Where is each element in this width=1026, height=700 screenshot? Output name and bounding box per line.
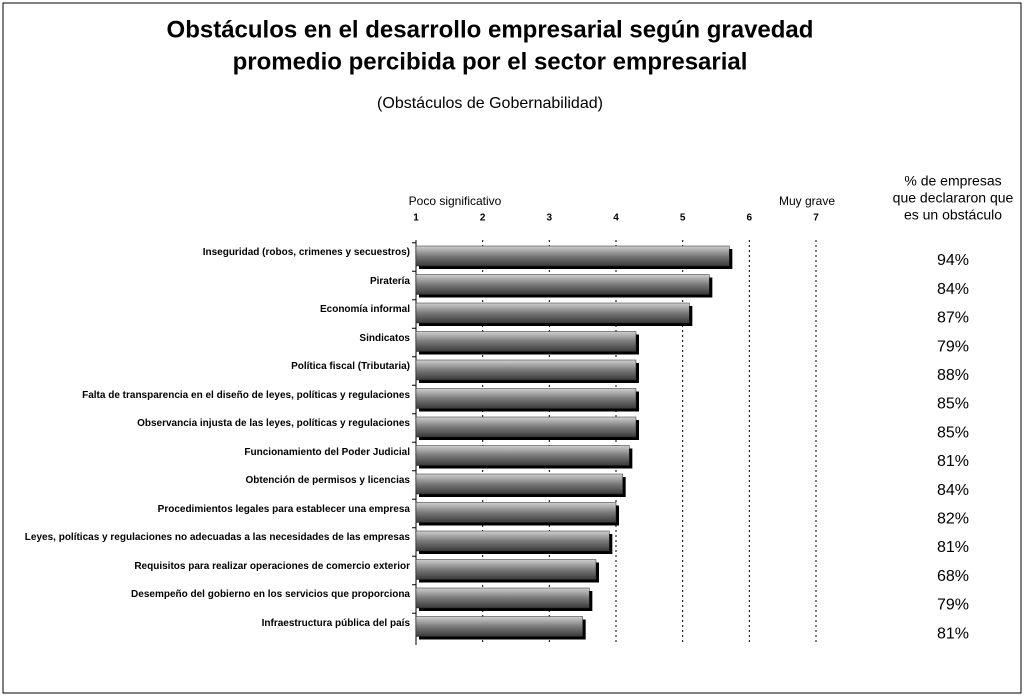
percent-label: 68% xyxy=(937,568,969,585)
percent-label: 84% xyxy=(937,281,969,298)
x-tick-label: 2 xyxy=(480,213,486,224)
bar xyxy=(415,302,690,324)
bar xyxy=(415,331,637,352)
x-tick-label: 5 xyxy=(680,213,686,224)
percent-label: 88% xyxy=(937,367,969,384)
y-tick-label: Economía informal xyxy=(319,304,410,315)
y-tick-label: Infraestructura pública del país xyxy=(261,617,410,629)
y-tick-label: Requisitos para realizar operaciones de … xyxy=(134,560,410,572)
bar xyxy=(415,502,617,523)
column-title: es un obstáculo xyxy=(904,207,1002,223)
x-tick-label: 6 xyxy=(747,213,753,224)
y-tick-label: Observancia injusta de las leyes, políti… xyxy=(137,418,410,429)
percent-label: 81% xyxy=(937,453,969,470)
bar xyxy=(415,530,610,552)
y-tick-label: Falta de transparencia en el diseño de l… xyxy=(82,389,410,401)
y-tick-label: Política fiscal (Tributaria) xyxy=(291,361,410,372)
y-tick-label: Procedimientos legales para establecer u… xyxy=(157,503,410,515)
percent-label: 85% xyxy=(937,396,969,413)
percent-label: 81% xyxy=(937,625,969,642)
annotation: Muy grave xyxy=(779,194,835,208)
x-tick-label: 3 xyxy=(547,213,553,224)
bar xyxy=(415,559,597,580)
x-tick-label: 1 xyxy=(413,213,419,224)
bar xyxy=(415,445,630,466)
bar xyxy=(415,616,583,637)
percent-label: 81% xyxy=(937,539,969,556)
percent-label: 94% xyxy=(937,252,969,269)
chart-subtitle: (Obstáculos de Gobernabilidad) xyxy=(377,95,603,112)
y-tick-label: Leyes, políticas y regulaciones no adecu… xyxy=(24,532,410,543)
chart-title: promedio percibida por el sector empresa… xyxy=(233,48,748,75)
chart-title: Obstáculos en el desarrollo empresarial … xyxy=(167,16,814,43)
bar xyxy=(415,416,637,438)
percent-label: 79% xyxy=(937,338,969,355)
bar xyxy=(415,274,710,295)
bar xyxy=(415,245,730,267)
y-tick-label: Obtención de permisos y licencias xyxy=(245,475,410,486)
percent-label: 82% xyxy=(937,511,969,528)
bar xyxy=(415,359,637,381)
percent-label: 79% xyxy=(937,597,969,614)
column-title: % de empresas xyxy=(904,173,1001,189)
bar xyxy=(415,388,637,409)
bar xyxy=(415,473,623,495)
annotation: Poco significativo xyxy=(409,194,502,208)
y-tick-label: Desempeño del gobierno en los servicios … xyxy=(131,589,410,600)
y-tick-label: Sindicatos xyxy=(359,332,410,344)
percent-label: 85% xyxy=(937,424,969,441)
column-title: que declararon que xyxy=(893,190,1014,206)
percent-label: 87% xyxy=(937,310,969,327)
percent-label: 84% xyxy=(937,482,969,499)
x-tick-label: 4 xyxy=(613,213,619,224)
x-tick-label: 7 xyxy=(813,213,819,224)
y-tick-label: Inseguridad (robos, crimenes y secuestro… xyxy=(202,247,410,258)
y-tick-label: Funcionamiento del Poder Judicial xyxy=(244,446,410,458)
bar xyxy=(415,587,590,609)
y-tick-label: Piratería xyxy=(369,275,410,287)
